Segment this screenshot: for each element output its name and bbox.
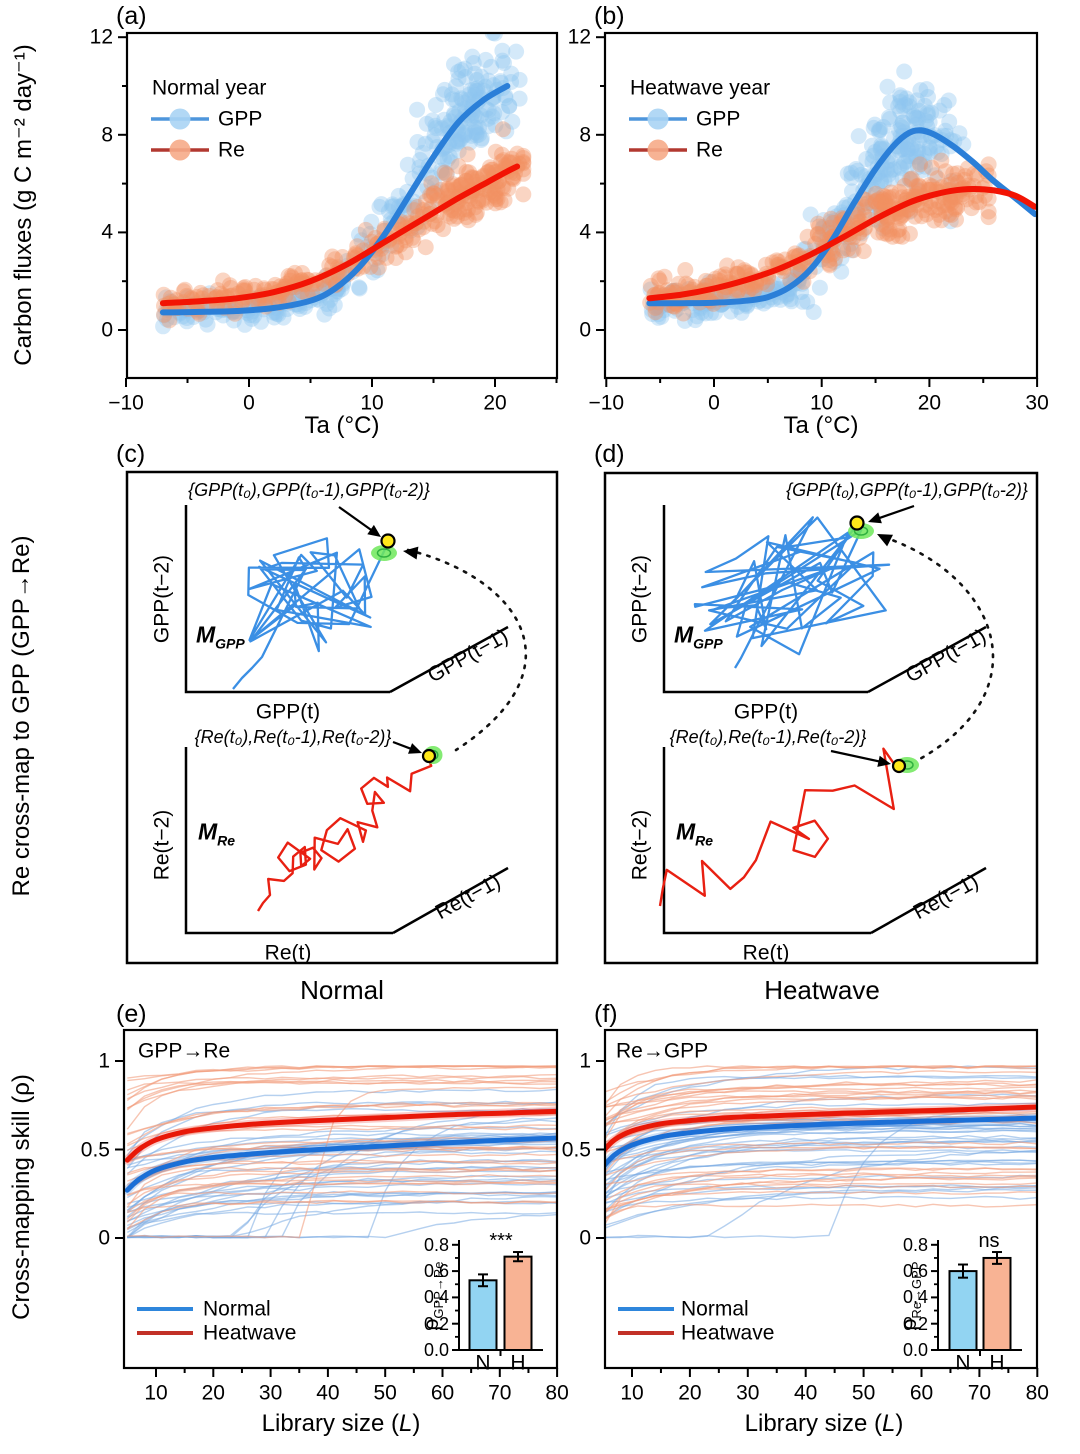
figure: (a) (b) (c) (d) (e) (f) Carbon fluxes (g… <box>8 3 1049 1436</box>
figure-canvas <box>115 31 1039 1377</box>
